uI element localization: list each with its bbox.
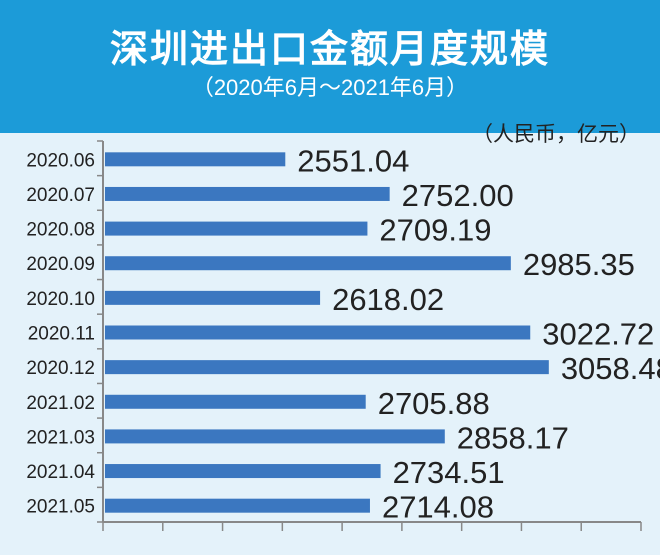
bar	[105, 394, 366, 409]
category-label: 2020.07	[26, 185, 95, 206]
bar	[105, 498, 370, 513]
unit-label: （人民币，亿元）	[472, 122, 640, 146]
category-label: 2020.12	[26, 358, 95, 379]
chart-subtitle: （2020年6月～2021年6月）	[191, 75, 469, 100]
category-label: 2020.10	[26, 289, 95, 310]
value-label: 2752.00	[402, 178, 514, 213]
category-label: 2020.11	[28, 324, 95, 345]
chart-title: 深圳进出口金额月度规模	[109, 27, 550, 71]
bar	[105, 429, 445, 444]
category-label: 2020.09	[26, 254, 95, 275]
bar	[105, 256, 511, 271]
category-label: 2020.06	[26, 150, 95, 171]
value-label: 3058.48	[561, 351, 660, 386]
bar	[105, 325, 531, 340]
category-label: 2020.08	[26, 220, 95, 241]
bar	[105, 221, 368, 236]
category-label: 2021.03	[26, 427, 95, 448]
value-label: 2714.08	[382, 490, 494, 525]
category-label: 2021.02	[26, 393, 95, 414]
value-label: 3022.72	[542, 317, 654, 352]
value-label: 2551.04	[297, 143, 409, 178]
value-label: 2705.88	[378, 386, 490, 421]
bar	[105, 290, 321, 305]
category-label: 2021.05	[26, 497, 95, 518]
bar	[105, 360, 549, 375]
category-label: 2021.04	[26, 462, 95, 483]
bar	[105, 186, 390, 201]
value-label: 2734.51	[393, 455, 505, 490]
bar	[105, 464, 381, 479]
chart-header: 深圳进出口金额月度规模 （2020年6月～2021年6月）	[0, 0, 660, 133]
value-label: 2709.19	[379, 213, 491, 248]
bar	[105, 152, 286, 167]
value-label: 2858.17	[457, 420, 569, 455]
value-label: 2618.02	[332, 282, 444, 317]
value-label: 2985.35	[523, 247, 635, 282]
